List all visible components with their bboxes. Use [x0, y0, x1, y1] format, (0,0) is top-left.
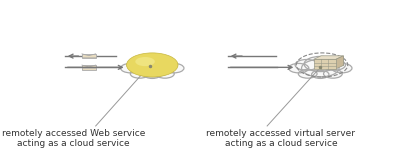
Circle shape — [144, 70, 161, 78]
Circle shape — [289, 64, 309, 73]
Circle shape — [130, 69, 149, 78]
Circle shape — [134, 59, 171, 77]
Polygon shape — [313, 59, 336, 69]
Circle shape — [135, 57, 155, 66]
Circle shape — [126, 53, 178, 77]
Circle shape — [295, 59, 318, 70]
Circle shape — [332, 64, 352, 73]
Polygon shape — [313, 56, 343, 59]
Circle shape — [302, 59, 339, 77]
Circle shape — [322, 59, 345, 70]
Circle shape — [324, 69, 342, 78]
Circle shape — [298, 69, 317, 78]
Circle shape — [164, 64, 184, 73]
Circle shape — [127, 59, 150, 70]
Polygon shape — [321, 56, 343, 65]
Circle shape — [121, 64, 141, 73]
Circle shape — [136, 56, 168, 72]
Circle shape — [156, 69, 174, 78]
Circle shape — [304, 56, 337, 72]
Text: remotely accessed virtual server
acting as a cloud service: remotely accessed virtual server acting … — [207, 129, 355, 148]
Circle shape — [312, 70, 329, 78]
Polygon shape — [336, 56, 343, 69]
Bar — [82, 54, 96, 58]
Circle shape — [154, 59, 177, 70]
Bar — [82, 65, 96, 70]
Text: remotely accessed Web service
acting as a cloud service: remotely accessed Web service acting as … — [2, 129, 145, 148]
